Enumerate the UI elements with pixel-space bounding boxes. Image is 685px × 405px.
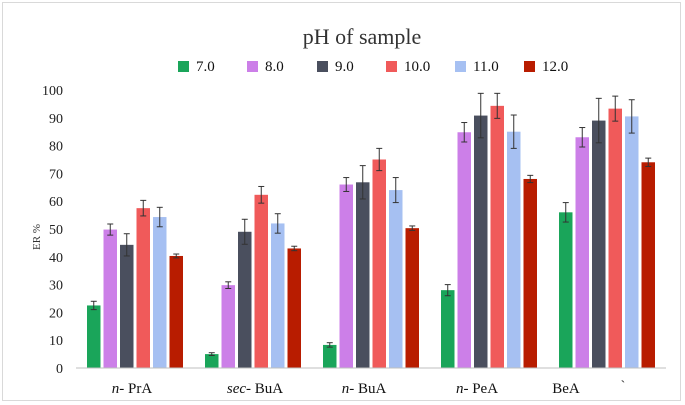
bar-10.0-2 <box>372 159 386 368</box>
bar-9.0-3 <box>474 115 488 369</box>
bar-7.0-2 <box>323 344 337 368</box>
x-category-label: n- PrA <box>112 381 153 397</box>
bar-10.0-1 <box>254 194 268 368</box>
bar-12.0-2 <box>405 228 419 368</box>
bar-8.0-4 <box>575 137 589 368</box>
bar-12.0-4 <box>641 162 655 368</box>
legend: 7.0 8.0 9.0 10.0 11.0 12.0 <box>178 59 568 75</box>
bar-11.0-3 <box>507 131 521 368</box>
trailing-mark: ` <box>621 379 626 394</box>
y-tick-label: 70 <box>49 167 63 182</box>
legend-swatch-7.0 <box>178 61 189 72</box>
y-tick-label: 0 <box>56 362 63 377</box>
bar-8.0-3 <box>457 132 471 368</box>
bar-9.0-4 <box>592 120 606 368</box>
y-tick-label: 60 <box>49 195 63 210</box>
category-name: - BuA <box>349 381 386 397</box>
bar-8.0-2 <box>339 184 353 368</box>
bar-11.0-1 <box>271 223 285 368</box>
x-category-label: n- PeA <box>456 381 498 397</box>
legend-swatch-8.0 <box>247 61 258 72</box>
y-tick-label: 100 <box>42 84 63 99</box>
bar-8.0-0 <box>103 229 117 368</box>
legend-label-7.0: 7.0 <box>196 59 215 75</box>
x-category-label: BeA <box>552 381 580 397</box>
legend-swatch-9.0 <box>317 61 328 72</box>
bar-10.0-4 <box>608 108 622 368</box>
legend-label-9.0: 9.0 <box>335 59 354 75</box>
bar-11.0-4 <box>625 116 639 368</box>
bar-10.0-3 <box>490 105 504 368</box>
y-tick-label: 80 <box>49 140 63 155</box>
bar-9.0-2 <box>356 182 370 368</box>
category-name: - PeA <box>463 381 498 397</box>
category-prefix: sec <box>227 381 246 397</box>
category-prefix: n <box>342 381 350 397</box>
legend-label-11.0: 11.0 <box>473 59 499 75</box>
y-tick-label: 30 <box>49 279 63 294</box>
category-prefix: n <box>456 381 464 397</box>
legend-label-10.0: 10.0 <box>404 59 430 75</box>
bar-12.0-0 <box>169 255 183 368</box>
bars <box>87 105 655 369</box>
x-category-label: n- BuA <box>342 381 387 397</box>
legend-swatch-11.0 <box>455 61 466 72</box>
bar-11.0-0 <box>153 217 167 368</box>
bar-7.0-1 <box>205 354 219 368</box>
legend-swatch-12.0 <box>524 61 535 72</box>
y-tick-label: 20 <box>49 306 63 321</box>
bar-7.0-0 <box>87 305 101 368</box>
x-axis: n- PrA sec- BuA n- BuA n- PeA BeA ` <box>76 367 666 397</box>
y-tick-label: 90 <box>49 112 63 127</box>
chart-title: pH of sample <box>303 24 422 49</box>
x-category-label: sec- BuA <box>227 381 283 397</box>
bar-7.0-3 <box>441 290 455 368</box>
y-axis-title: ER % <box>31 224 43 250</box>
legend-label-12.0: 12.0 <box>542 59 568 75</box>
bar-10.0-0 <box>136 208 150 368</box>
bar-7.0-4 <box>559 212 573 368</box>
legend-label-8.0: 8.0 <box>265 59 284 75</box>
bar-11.0-2 <box>389 190 403 368</box>
error-bars <box>90 92 652 356</box>
y-tick-label: 50 <box>49 223 63 238</box>
y-axis: 0 10 20 30 40 50 60 70 80 90 100 <box>42 84 63 377</box>
y-tick-label: 40 <box>49 251 63 266</box>
category-name: - BuA <box>246 381 283 397</box>
category-name: BeA <box>552 381 580 397</box>
bar-12.0-3 <box>523 178 537 368</box>
bar-9.0-0 <box>120 244 134 368</box>
bar-9.0-1 <box>238 231 252 368</box>
y-tick-label: 10 <box>49 334 63 349</box>
category-name: - PrA <box>119 381 152 397</box>
bar-12.0-1 <box>287 248 301 368</box>
bar-8.0-1 <box>221 285 235 368</box>
category-prefix: n <box>112 381 120 397</box>
legend-swatch-10.0 <box>386 61 397 72</box>
